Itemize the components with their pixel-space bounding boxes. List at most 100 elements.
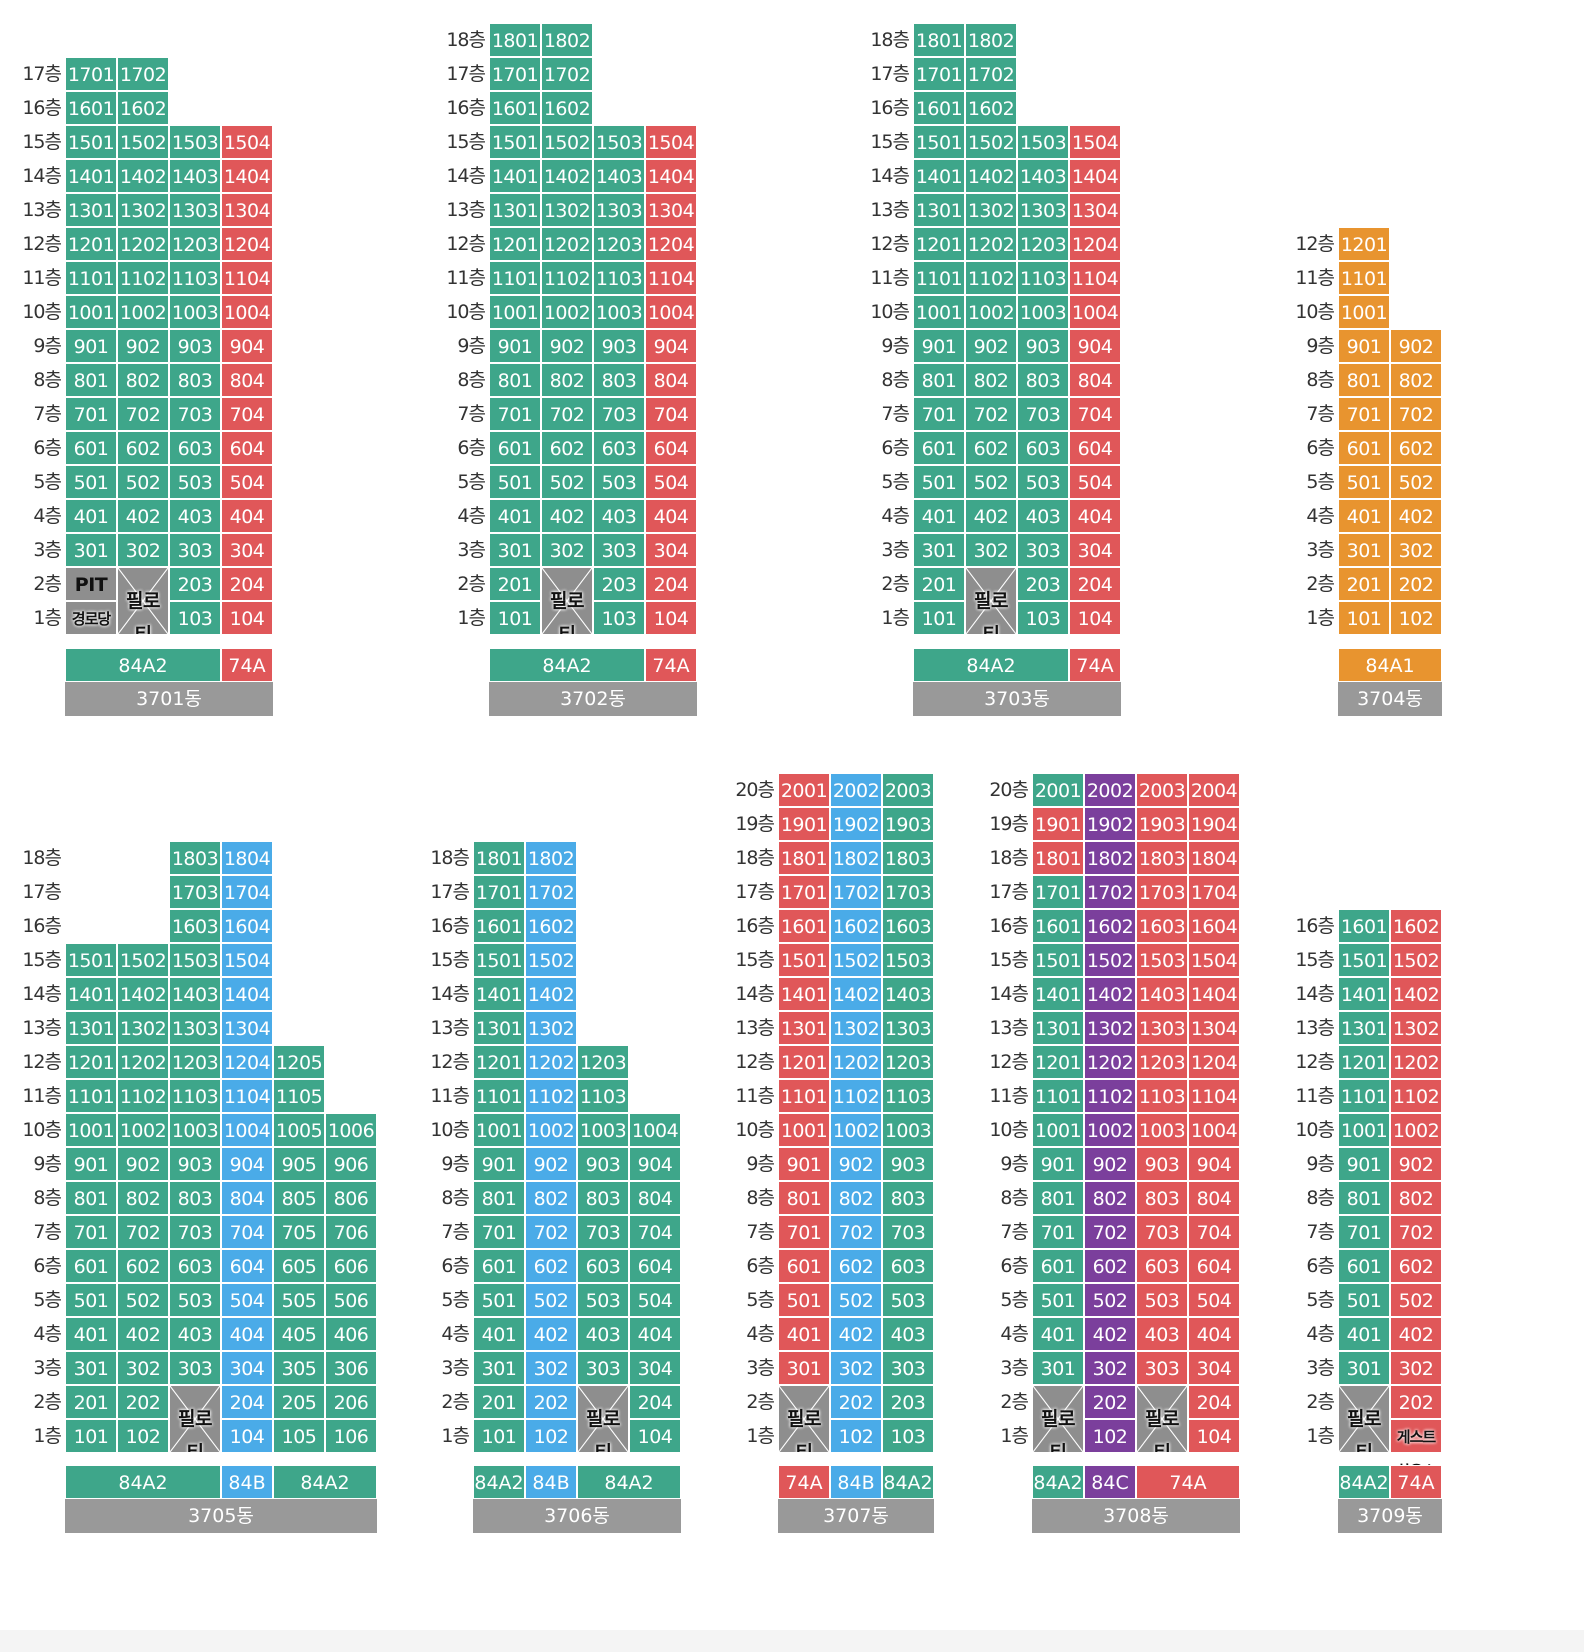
unit-cell[interactable]: 603 [1017, 431, 1069, 465]
unit-cell[interactable]: 301 [1338, 1351, 1390, 1385]
unit-cell[interactable]: 302 [117, 1351, 169, 1385]
unit-cell[interactable]: 1105 [273, 1079, 325, 1113]
unit-cell[interactable]: 402 [1390, 499, 1442, 533]
unit-cell[interactable]: 202 [117, 1385, 169, 1419]
unit-cell[interactable]: 301 [65, 1351, 117, 1385]
unit-cell[interactable]: 901 [778, 1147, 830, 1181]
unit-cell[interactable]: 1002 [541, 295, 593, 329]
unit-cell[interactable]: 304 [629, 1351, 681, 1385]
unit-cell[interactable]: 801 [65, 363, 117, 397]
unit-cell[interactable]: 1602 [117, 91, 169, 125]
unit-cell[interactable]: 1202 [117, 227, 169, 261]
unit-cell[interactable]: 1102 [525, 1079, 577, 1113]
unit-cell[interactable]: 404 [629, 1317, 681, 1351]
unit-cell[interactable]: 402 [117, 499, 169, 533]
unit-cell[interactable]: 902 [117, 329, 169, 363]
unit-cell[interactable]: 802 [830, 1181, 882, 1215]
unit-cell[interactable]: 1403 [1017, 159, 1069, 193]
unit-cell[interactable]: 102 [1390, 601, 1442, 635]
unit-cell[interactable]: 502 [1390, 465, 1442, 499]
unit-cell[interactable]: 703 [1017, 397, 1069, 431]
unit-cell[interactable]: 1301 [65, 1011, 117, 1045]
unit-cell[interactable]: 702 [965, 397, 1017, 431]
unit-cell[interactable]: 402 [525, 1317, 577, 1351]
unit-cell[interactable]: 301 [778, 1351, 830, 1385]
unit-cell[interactable]: 903 [169, 1147, 221, 1181]
unit-cell[interactable]: 1503 [1017, 125, 1069, 159]
unit-cell[interactable]: 1401 [473, 977, 525, 1011]
unit-cell[interactable]: 904 [221, 1147, 273, 1181]
unit-cell[interactable]: 201 [913, 567, 965, 601]
unit-cell[interactable]: 301 [473, 1351, 525, 1385]
unit-cell[interactable]: 201 [1338, 567, 1390, 601]
unit-cell[interactable]: 1402 [1084, 977, 1136, 1011]
unit-cell[interactable]: 202 [1390, 1385, 1442, 1419]
unit-cell[interactable]: 703 [169, 397, 221, 431]
unit-cell[interactable]: 2003 [882, 773, 934, 807]
unit-cell[interactable]: 1101 [65, 261, 117, 295]
unit-cell[interactable]: 2002 [830, 773, 882, 807]
unit-cell[interactable]: 702 [1084, 1215, 1136, 1249]
unit-cell[interactable]: 803 [882, 1181, 934, 1215]
unit-cell[interactable]: 602 [541, 431, 593, 465]
unit-cell[interactable]: 1204 [1069, 227, 1121, 261]
unit-cell[interactable]: 801 [1338, 1181, 1390, 1215]
unit-cell[interactable]: 501 [65, 1283, 117, 1317]
unit-cell[interactable]: 1003 [169, 1113, 221, 1147]
unit-cell[interactable]: 1004 [629, 1113, 681, 1147]
unit-cell[interactable]: 1302 [117, 193, 169, 227]
unit-cell[interactable]: 1601 [489, 91, 541, 125]
unit-cell[interactable]: 1104 [1069, 261, 1121, 295]
unit-cell[interactable]: 401 [1338, 499, 1390, 533]
unit-cell[interactable]: 1301 [1032, 1011, 1084, 1045]
unit-cell[interactable]: 1702 [830, 875, 882, 909]
unit-cell[interactable]: 206 [325, 1385, 377, 1419]
unit-cell[interactable]: 1103 [882, 1079, 934, 1113]
unit-cell[interactable]: 602 [117, 1249, 169, 1283]
unit-cell[interactable]: 1004 [221, 295, 273, 329]
unit-cell[interactable]: 1604 [1188, 909, 1240, 943]
unit-cell[interactable]: 1503 [593, 125, 645, 159]
unit-cell[interactable]: 1404 [1069, 159, 1121, 193]
unit-cell[interactable]: 1201 [1338, 1045, 1390, 1079]
unit-cell[interactable]: 1701 [65, 57, 117, 91]
unit-cell[interactable]: 1501 [473, 943, 525, 977]
unit-cell[interactable]: 1201 [489, 227, 541, 261]
unit-cell[interactable]: 304 [645, 533, 697, 567]
unit-cell[interactable]: 2002 [1084, 773, 1136, 807]
unit-cell[interactable]: 802 [525, 1181, 577, 1215]
unit-cell[interactable]: 901 [473, 1147, 525, 1181]
unit-cell[interactable]: 103 [882, 1419, 934, 1453]
unit-cell[interactable]: 1002 [117, 295, 169, 329]
unit-cell[interactable]: 1003 [1136, 1113, 1188, 1147]
unit-cell[interactable]: 1002 [117, 1113, 169, 1147]
unit-cell[interactable]: 1001 [65, 1113, 117, 1147]
unit-cell[interactable]: 903 [1017, 329, 1069, 363]
unit-cell[interactable]: 803 [593, 363, 645, 397]
unit-cell[interactable]: 501 [1338, 465, 1390, 499]
unit-cell[interactable]: 604 [1188, 1249, 1240, 1283]
unit-cell[interactable]: 801 [1338, 363, 1390, 397]
unit-cell[interactable]: 902 [541, 329, 593, 363]
unit-cell[interactable]: 704 [645, 397, 697, 431]
unit-cell[interactable]: 1304 [1069, 193, 1121, 227]
unit-cell[interactable]: 1501 [778, 943, 830, 977]
unit-cell[interactable]: 1403 [1136, 977, 1188, 1011]
unit-cell[interactable]: 203 [169, 567, 221, 601]
unit-cell[interactable]: 1103 [593, 261, 645, 295]
unit-cell[interactable]: 305 [273, 1351, 325, 1385]
unit-cell[interactable]: 1202 [1390, 1045, 1442, 1079]
unit-cell[interactable]: 1401 [65, 159, 117, 193]
unit-cell[interactable]: 1703 [169, 875, 221, 909]
unit-cell[interactable]: 105 [273, 1419, 325, 1453]
unit-cell[interactable]: 501 [473, 1283, 525, 1317]
unit-cell[interactable]: 503 [1017, 465, 1069, 499]
unit-cell[interactable]: 502 [525, 1283, 577, 1317]
unit-cell[interactable]: 1103 [1017, 261, 1069, 295]
unit-cell[interactable]: 903 [577, 1147, 629, 1181]
unit-cell[interactable]: 1802 [525, 841, 577, 875]
unit-cell[interactable]: 1003 [1017, 295, 1069, 329]
unit-cell[interactable]: 403 [169, 499, 221, 533]
unit-cell[interactable]: 1902 [1084, 807, 1136, 841]
unit-cell[interactable]: 802 [541, 363, 593, 397]
